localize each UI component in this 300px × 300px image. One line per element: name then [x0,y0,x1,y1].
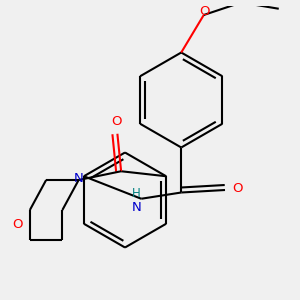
Text: N: N [131,201,141,214]
Text: N: N [74,172,83,185]
Text: O: O [200,5,210,18]
Text: O: O [111,115,122,128]
Text: H: H [132,187,141,200]
Text: O: O [232,182,243,195]
Text: O: O [12,218,22,232]
